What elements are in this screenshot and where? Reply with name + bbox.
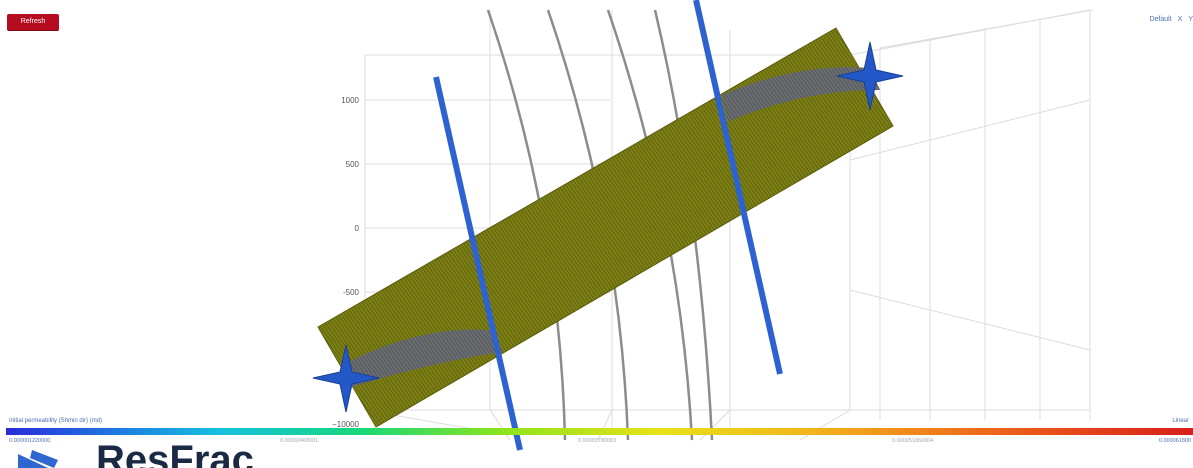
colorbar (6, 428, 1193, 435)
view-controls: Default X Y (1149, 16, 1193, 23)
logo-text: ResFrac (96, 440, 254, 468)
colorbar-title: Initial permeability (Shmin dir) (md) (9, 418, 103, 424)
colorbar-tick: 0.000051860004 (892, 438, 934, 444)
x-view-button[interactable]: X (1177, 16, 1183, 23)
y-axis-tick: -500 (343, 288, 360, 297)
y-axis-labels: 1000 500 0 -500 −10000 (332, 96, 359, 429)
colorbar-scale-label[interactable]: Linear (1172, 418, 1189, 424)
colorbar-tick: 0.00003780003 (578, 438, 617, 444)
fracture-lobe-lower (342, 329, 500, 388)
colorbar-tick: 0.000001220000 (9, 438, 51, 444)
reservoir-band (317, 27, 894, 428)
y-view-button[interactable]: Y (1188, 16, 1193, 23)
star-markers (312, 41, 904, 413)
star-marker (836, 41, 904, 111)
colorbar-tick: 0.000061800 (1158, 438, 1191, 444)
y-axis-tick: −10000 (332, 420, 359, 429)
refresh-button[interactable]: Refresh (7, 14, 59, 30)
logo-icon (18, 450, 58, 468)
fracture-lines (433, 0, 783, 451)
colorbar-tick: 0.00002468001 (280, 438, 319, 444)
fracture-line (433, 76, 523, 451)
fracture-line (693, 0, 783, 375)
y-axis-tick: 0 (355, 224, 360, 233)
fracture-lobe-upper (722, 67, 880, 122)
y-axis-tick: 500 (346, 160, 360, 169)
star-marker (312, 344, 380, 413)
y-axis-tick: 1000 (341, 96, 359, 105)
default-view-button[interactable]: Default (1149, 16, 1172, 23)
grid-lines (364, 9, 1094, 441)
